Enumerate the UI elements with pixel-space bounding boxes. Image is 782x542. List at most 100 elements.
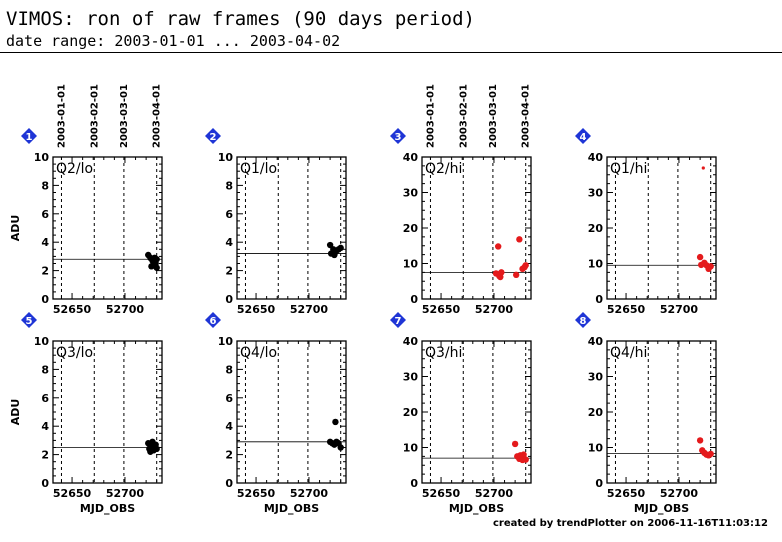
panel-label: Q1/hi <box>610 161 647 177</box>
panel-number: 6 <box>210 316 217 327</box>
y-tick-label: 6 <box>41 392 49 405</box>
x-tick-label: 52650 <box>237 487 276 500</box>
y-tick-label: 10 <box>34 335 50 348</box>
panel-number-badge <box>575 128 591 144</box>
y-tick-label: 20 <box>588 406 604 419</box>
plot-frame <box>236 156 347 300</box>
y-tick-label: 0 <box>595 293 603 306</box>
y-tick-label: 0 <box>41 477 49 490</box>
data-point <box>337 244 344 252</box>
plot-frame <box>236 340 347 484</box>
y-tick-label: 10 <box>403 258 419 271</box>
y-tick-label: 0 <box>225 293 233 306</box>
y-tick-label: 4 <box>41 236 49 249</box>
data-point <box>498 269 505 276</box>
panel-number-badge <box>21 128 37 144</box>
x-tick-label: 52700 <box>290 487 329 500</box>
y-tick-label: 10 <box>218 335 234 348</box>
title-divider <box>0 52 782 53</box>
panel-label: Q1/lo <box>240 161 277 177</box>
y-tick-label: 8 <box>41 179 49 192</box>
y-tick-label: 0 <box>410 293 418 306</box>
y-tick-label: 4 <box>225 236 233 249</box>
x-tick-label: 52650 <box>422 303 461 316</box>
y-tick-label: 30 <box>588 371 604 384</box>
y-tick-label: 2 <box>225 449 233 462</box>
x-tick-label: 52650 <box>237 303 276 316</box>
panel-label: Q3/lo <box>56 345 93 361</box>
panel-number-badge <box>390 128 406 144</box>
plot-frame <box>606 156 717 300</box>
x-tick-label: 52700 <box>106 487 145 500</box>
data-point <box>511 440 519 448</box>
panel-number-badge <box>390 312 406 328</box>
date-tick-label: 2003-03-01 <box>119 84 130 148</box>
x-tick-label: 52700 <box>660 487 699 500</box>
data-point <box>696 253 704 261</box>
y-axis-label: ADU <box>9 215 22 242</box>
data-point <box>707 263 714 270</box>
y-tick-label: 2 <box>41 265 49 278</box>
data-point <box>707 450 714 458</box>
y-tick-label: 30 <box>588 187 604 200</box>
panel-label: Q3/hi <box>425 345 462 361</box>
x-tick-label: 52650 <box>53 487 92 500</box>
panel-label: Q2/lo <box>56 161 93 177</box>
date-range-subtitle: date range: 2003-01-01 ... 2003-04-02 <box>6 32 341 50</box>
x-axis-label: MJD_OBS <box>634 502 689 515</box>
panel-number-badge <box>21 312 37 328</box>
x-tick-label: 52650 <box>607 303 646 316</box>
x-axis-label: MJD_OBS <box>80 502 135 515</box>
x-tick-label: 52700 <box>290 303 329 316</box>
plot-frame <box>52 340 163 484</box>
y-tick-label: 6 <box>41 208 49 221</box>
data-point <box>153 445 160 453</box>
data-point <box>520 451 527 458</box>
panel-number-badge <box>205 312 221 328</box>
panel-label: Q4/hi <box>610 345 647 361</box>
y-tick-label: 2 <box>41 449 49 462</box>
panel-number: 7 <box>395 316 402 327</box>
panel-number: 1 <box>26 132 33 143</box>
date-tick-label: 2003-04-01 <box>152 84 163 148</box>
date-tick-label: 2003-01-01 <box>56 84 67 148</box>
y-tick-label: 4 <box>225 420 233 433</box>
panel-number-badge <box>575 312 591 328</box>
x-tick-label: 52650 <box>607 487 646 500</box>
x-axis-label: MJD_OBS <box>264 502 319 515</box>
footer-credit: created by trendPlotter on 2006-11-16T11… <box>493 518 768 529</box>
data-point <box>522 262 529 269</box>
data-point <box>494 243 502 250</box>
data-point <box>696 437 704 444</box>
data-point <box>332 418 339 426</box>
y-tick-label: 20 <box>403 222 419 235</box>
panel-number: 5 <box>26 316 33 327</box>
panel-q1-lo: 2 0 2 4 6 8 10 52650 52700 Q1/lo <box>205 128 347 316</box>
data-point <box>701 166 705 170</box>
data-point <box>516 236 523 243</box>
panel-label: Q2/hi <box>425 161 462 177</box>
data-point <box>512 271 520 279</box>
panel-number-badge <box>205 128 221 144</box>
x-tick-label: 52700 <box>475 303 514 316</box>
date-tick-label: 2003-02-01 <box>458 84 469 148</box>
y-tick-label: 40 <box>403 335 419 348</box>
panel-label: Q4/lo <box>240 345 277 361</box>
y-tick-label: 10 <box>403 442 419 455</box>
plot-frame <box>606 340 717 484</box>
y-tick-label: 30 <box>403 187 419 200</box>
y-tick-label: 0 <box>595 477 603 490</box>
date-tick-label: 2003-04-01 <box>521 84 532 148</box>
y-tick-label: 30 <box>403 371 419 384</box>
panel-number: 2 <box>210 132 217 143</box>
data-point <box>153 264 160 271</box>
y-tick-label: 6 <box>225 392 233 405</box>
data-point <box>337 444 344 451</box>
y-tick-label: 8 <box>225 179 233 192</box>
y-tick-label: 4 <box>41 420 49 433</box>
y-tick-label: 40 <box>588 151 604 164</box>
panel-number: 4 <box>580 132 587 143</box>
panel-q3-lo: 5 0 2 4 6 8 10 52650 52700 Q3/lo ADU MJD_OBS <box>9 312 163 515</box>
